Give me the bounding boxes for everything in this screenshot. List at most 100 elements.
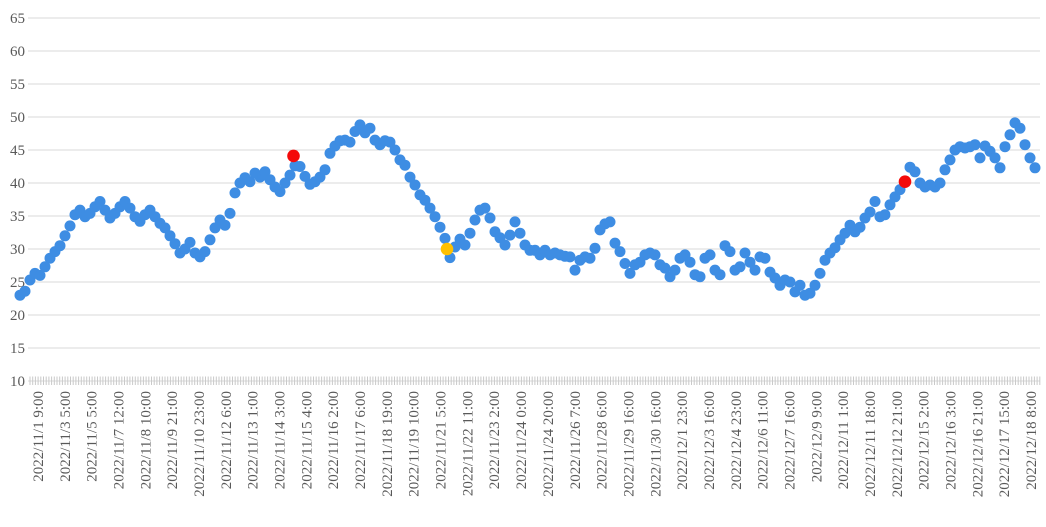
data-point: [589, 242, 601, 254]
data-point: [619, 258, 631, 269]
data-point: [94, 196, 106, 207]
data-point: [744, 256, 756, 268]
data-point: [694, 271, 706, 283]
red-marker-2: [898, 175, 912, 188]
data-point: [1019, 139, 1031, 151]
x-tick-label: 2022/11/23 2:00: [487, 391, 503, 489]
y-tick-label: 45: [10, 143, 25, 159]
data-point: [509, 216, 521, 228]
data-point: [354, 119, 366, 131]
data-point: [864, 206, 876, 218]
x-tick-label: 2022/11/7 12:00: [112, 391, 128, 489]
data-point: [739, 247, 751, 259]
x-tick-label: 2022/12/16 3:00: [944, 391, 960, 490]
data-point: [734, 261, 746, 273]
data-point: [404, 171, 416, 183]
data-point: [724, 246, 736, 258]
data-point: [869, 196, 881, 207]
x-tick-label: 2022/11/15 4:00: [299, 391, 315, 489]
data-point: [164, 230, 176, 242]
red-marker-1: [287, 149, 300, 163]
x-tick-label: 2022/12/7 16:00: [783, 391, 799, 490]
data-point: [614, 246, 626, 258]
data-point: [609, 237, 621, 249]
x-tick-label: 2022/12/11 1:00: [836, 391, 852, 489]
data-point: [484, 212, 496, 224]
data-point: [994, 162, 1006, 174]
data-point: [839, 227, 851, 239]
x-tick-label: 2022/12/16 21:00: [970, 391, 986, 497]
data-point: [974, 152, 986, 164]
data-point: [469, 214, 481, 226]
data-point: [439, 232, 451, 244]
data-point: [514, 227, 526, 239]
x-tick-label: 2022/11/10 23:00: [192, 391, 208, 497]
data-points: [14, 117, 1041, 301]
x-tick-label: 2022/11/29 16:00: [621, 391, 637, 497]
data-point: [759, 252, 771, 264]
data-point: [884, 199, 896, 211]
data-point: [684, 256, 696, 268]
data-point: [244, 176, 256, 188]
x-tick-label: 2022/11/30 16:00: [648, 391, 664, 497]
x-tick-label: 2022/11/22 11:00: [460, 391, 476, 496]
gridlines-group: [28, 17, 1040, 382]
data-point: [424, 202, 436, 214]
data-point: [999, 141, 1011, 153]
data-point: [1004, 129, 1016, 141]
x-tick-label: 2022/12/17 15:00: [997, 391, 1013, 497]
x-tick-label: 2022/11/21 5:00: [434, 391, 450, 489]
data-point: [854, 221, 866, 233]
x-tick-label: 2022/12/18 8:00: [1024, 391, 1040, 490]
data-point: [34, 269, 46, 281]
data-point: [19, 285, 31, 297]
data-point: [1014, 122, 1026, 134]
x-tick-label: 2022/11/18 19:00: [380, 391, 396, 497]
data-point: [259, 166, 271, 178]
data-point: [944, 154, 956, 166]
x-tick-label: 2022/12/6 11:00: [756, 391, 772, 489]
data-point: [804, 287, 816, 299]
x-tick-label: 2022/11/24 0:00: [514, 391, 530, 489]
data-point: [479, 202, 491, 214]
yellow-marker: [440, 242, 454, 256]
data-point: [809, 279, 821, 291]
data-point: [389, 144, 401, 156]
x-tick-label: 2022/11/28 6:00: [595, 391, 611, 489]
data-point: [274, 186, 286, 198]
data-point: [499, 239, 511, 251]
x-tick-label: 2022/11/24 20:00: [541, 391, 557, 497]
data-point: [419, 194, 431, 206]
x-tick-label: 2022/11/17 6:00: [353, 391, 369, 489]
data-point: [939, 164, 951, 176]
y-tick-label: 35: [10, 209, 25, 225]
data-point: [204, 234, 216, 246]
x-tick-label: 2022/11/9 21:00: [165, 391, 181, 489]
y-tick-label: 15: [10, 341, 25, 357]
data-point: [989, 152, 1001, 164]
data-point: [344, 136, 356, 148]
y-tick-label: 30: [10, 242, 25, 258]
y-tick-label: 40: [10, 176, 25, 192]
data-point: [229, 187, 241, 199]
data-point: [504, 229, 516, 241]
data-point: [159, 222, 171, 234]
data-point: [224, 207, 236, 219]
data-point: [319, 164, 331, 176]
data-point: [829, 242, 841, 254]
data-point: [669, 264, 681, 276]
data-point: [1029, 162, 1041, 174]
data-point: [299, 170, 311, 182]
x-tick-label: 2022/11/5 5:00: [85, 391, 101, 482]
data-point: [659, 262, 671, 274]
x-tick-label: 2022/12/1 23:00: [675, 391, 691, 490]
y-axis-labels: 65 60 55 50 45 40 35 30 25 20 15 10: [10, 11, 25, 390]
data-point: [749, 264, 761, 276]
y-tick-label: 25: [10, 275, 25, 291]
data-point: [934, 177, 946, 189]
x-tick-label: 2022/12/4 23:00: [729, 391, 745, 490]
y-tick-label: 55: [10, 77, 25, 93]
data-point: [64, 220, 76, 232]
data-point: [1024, 152, 1036, 164]
